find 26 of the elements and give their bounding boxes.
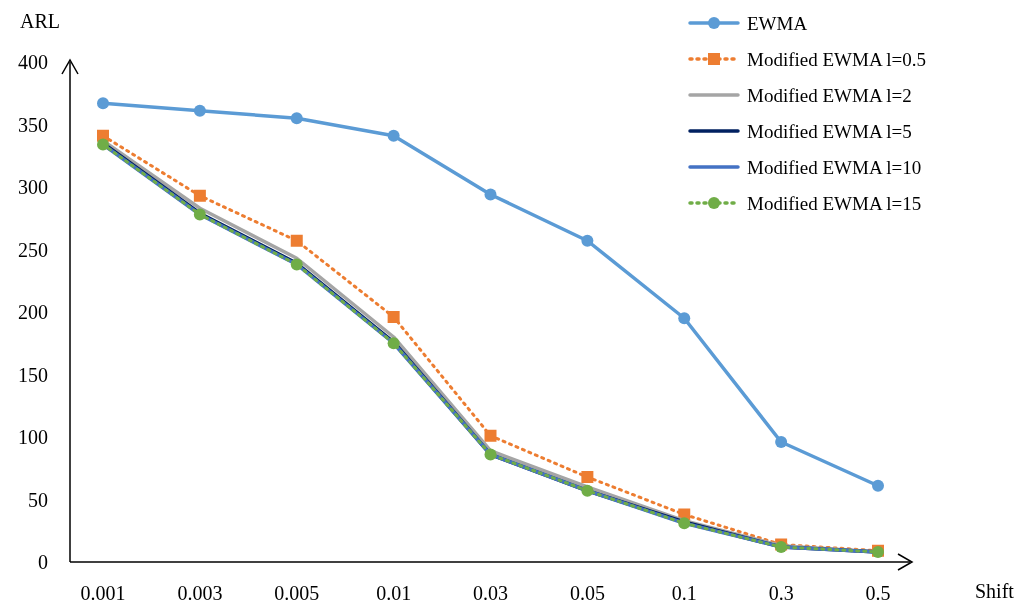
x-tick-label: 0.05 bbox=[569, 582, 605, 604]
y-tick-label: 0 bbox=[38, 551, 48, 573]
y-tick-label: 200 bbox=[18, 301, 48, 323]
x-tick-label: 0.03 bbox=[473, 582, 508, 604]
x-tick-label: 0.005 bbox=[274, 582, 320, 604]
legend-label: Modified EWMA l=0.5 bbox=[747, 48, 927, 70]
legend-label: Modified EWMA l=15 bbox=[747, 192, 922, 214]
y-tick-label: 150 bbox=[18, 363, 48, 386]
y-tick-label: 250 bbox=[18, 238, 48, 261]
y-tick-label: 350 bbox=[18, 113, 48, 136]
y-axis-title: ARL bbox=[20, 10, 60, 32]
legend-label: Modified EWMA l=10 bbox=[747, 156, 922, 178]
y-tick-label: 50 bbox=[28, 488, 48, 511]
y-tick-label: 400 bbox=[18, 51, 48, 73]
y-tick-label: 300 bbox=[18, 176, 48, 198]
x-tick-label: 0.5 bbox=[865, 582, 891, 604]
y-tick-label: 100 bbox=[18, 426, 48, 448]
legend-label: EWMA bbox=[747, 12, 808, 34]
x-axis-title: Shift bbox=[975, 580, 1015, 602]
x-tick-label: 0.1 bbox=[671, 582, 697, 604]
legend-label: Modified EWMA l=2 bbox=[747, 84, 912, 106]
x-tick-label: 0.001 bbox=[80, 582, 126, 604]
x-tick-label: 0.003 bbox=[177, 582, 223, 604]
legend-label: Modified EWMA l=5 bbox=[747, 120, 912, 142]
x-tick-label: 0.3 bbox=[768, 582, 794, 604]
x-tick-label: 0.01 bbox=[376, 582, 412, 604]
